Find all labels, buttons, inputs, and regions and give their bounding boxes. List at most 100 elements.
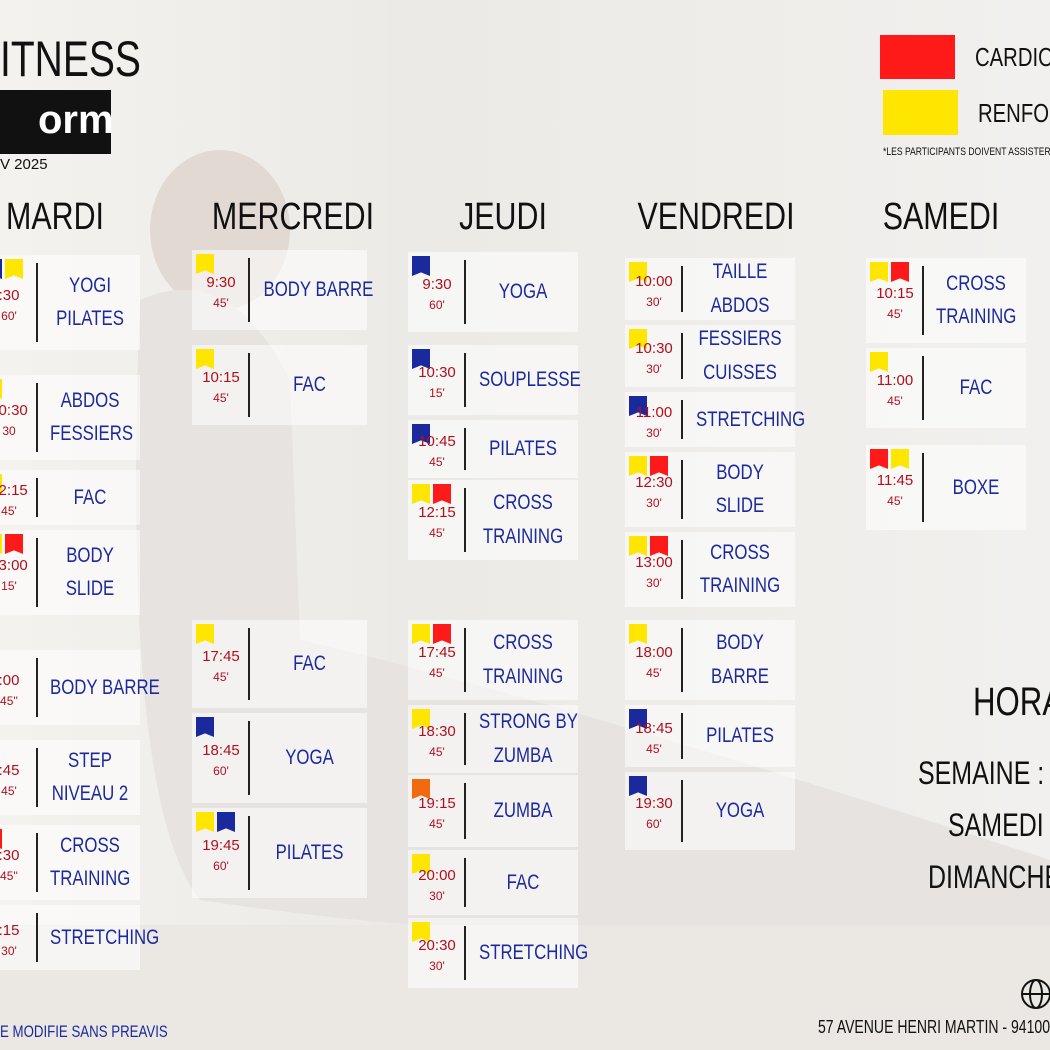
category-tag [891, 262, 909, 282]
class-time: 10:15 [202, 369, 240, 386]
category-tag [433, 484, 451, 504]
class-name: PILATES [252, 836, 367, 870]
class-card: :15 30' STRETCHING [0, 905, 159, 970]
category-tag [412, 484, 430, 504]
divider [36, 538, 38, 607]
class-card: :30 60' YOGI PILATES [0, 255, 140, 350]
class-name: CROSS TRAINING [40, 829, 140, 896]
divider [681, 333, 683, 379]
class-card: 10:30 30 ABDOS FESSIERS [0, 375, 140, 460]
class-duration: 30' [646, 575, 662, 590]
category-tag [412, 256, 430, 276]
class-duration: 45' [429, 666, 445, 680]
class-name-line: PILATES [275, 841, 344, 864]
category-tag [217, 812, 235, 832]
class-time: :30 [0, 846, 20, 864]
class-time: 18:45 [202, 742, 240, 759]
divider [248, 721, 250, 795]
class-time: 20:00 [418, 866, 456, 884]
category-tag [5, 534, 23, 554]
class-name: BODY SLIDE [40, 539, 140, 606]
category-tag [196, 717, 214, 737]
class-card: 11:45 45' BOXE [866, 445, 1026, 530]
class-name-line: FAC [959, 376, 993, 399]
category-tag [0, 379, 2, 399]
divider [248, 353, 250, 417]
class-time: 10:45 [418, 433, 456, 450]
class-duration: 45' [213, 296, 229, 310]
class-time: :15 [0, 921, 20, 939]
class-card: 18:45 45' PILATES [625, 705, 795, 767]
class-name-line: YOGA [715, 799, 765, 822]
divider [681, 628, 683, 692]
class-duration: 30 [2, 423, 16, 438]
class-name-line: BARRE [711, 664, 769, 688]
category-tag [412, 624, 430, 644]
class-card: 19:15 45' ZUMBA [408, 775, 578, 847]
class-name: BODY SLIDE [685, 456, 795, 523]
class-name-line: YOGI [68, 273, 111, 297]
class-time: 20:30 [418, 937, 456, 954]
class-name: YOGA [252, 741, 367, 775]
class-name-line: BODY BARRE [50, 675, 160, 699]
class-card: 10:15 45' FAC [192, 345, 367, 425]
category-tag [629, 536, 647, 556]
class-time: 10:30 [0, 401, 28, 419]
day-header: VENDREDI [637, 196, 795, 238]
class-card: 19:45 60' PILATES [192, 808, 367, 898]
class-time: 17:45 [202, 648, 240, 665]
class-card: 10:45 45' PILATES [408, 420, 578, 478]
class-time: 17:45 [418, 644, 456, 661]
class-name: CROSS TRAINING [468, 486, 578, 553]
class-name-line: TRAINING [482, 524, 564, 548]
class-duration: 30' [429, 888, 445, 903]
class-duration: 60' [213, 859, 229, 873]
class-time: 10:30 [418, 364, 456, 381]
class-name-line: ZUMBA [493, 743, 553, 767]
class-time: :45 [0, 761, 20, 779]
class-name-line: FAC [293, 373, 326, 396]
divider [681, 266, 683, 312]
class-card: 11:00 30' STRETCHING [625, 392, 805, 447]
class-card: 13:00 30' CROSS TRAINING [625, 532, 795, 607]
class-time: 18:45 [635, 720, 673, 737]
class-name: BODY BARRE [685, 626, 795, 693]
class-duration: 45' [887, 394, 903, 408]
category-tag [629, 329, 647, 349]
class-duration: 45'' [0, 868, 18, 883]
class-duration: 45' [429, 745, 445, 759]
divider [36, 658, 38, 717]
class-name-line: CROSS [710, 540, 770, 564]
class-name: STRETCHING [468, 936, 588, 970]
class-name-line: NIVEAU 2 [51, 782, 129, 806]
class-time: 12:15 [0, 481, 28, 499]
class-name-line: CROSS [946, 271, 1006, 295]
divider [922, 453, 924, 522]
class-duration: 45' [429, 817, 445, 831]
divider [248, 258, 250, 322]
class-duration: 60' [213, 764, 229, 778]
class-duration: 30' [429, 959, 445, 973]
brand-top: ITNESS [0, 31, 141, 87]
class-name-line: BODY BARRE [263, 278, 374, 301]
class-name-line: SOUPLESSE [479, 368, 581, 391]
day-header: MARDI [6, 196, 104, 238]
class-time: 11:00 [635, 403, 673, 421]
class-duration: 45' [213, 391, 229, 405]
class-name-line: SLIDE [65, 577, 115, 601]
class-card: 11:00 45' FAC [866, 348, 1026, 428]
class-card: 12:15 45' CROSS TRAINING [408, 480, 578, 560]
class-card: 17:45 45' CROSS TRAINING [408, 620, 578, 700]
category-tag [196, 812, 214, 832]
class-time: 10:00 [635, 273, 673, 290]
class-name: TAILLE ABDOS [685, 255, 795, 322]
class-name-line: ABDOS [60, 388, 120, 412]
class-time: :00 [0, 671, 20, 689]
class-name: BOXE [926, 471, 1026, 505]
divider [681, 400, 683, 439]
class-duration: 30' [646, 362, 662, 376]
class-name-line: CROSS [493, 631, 553, 654]
class-name-line: BODY [66, 543, 114, 567]
class-duration: 45' [429, 455, 445, 469]
class-duration: 45' [213, 670, 229, 684]
